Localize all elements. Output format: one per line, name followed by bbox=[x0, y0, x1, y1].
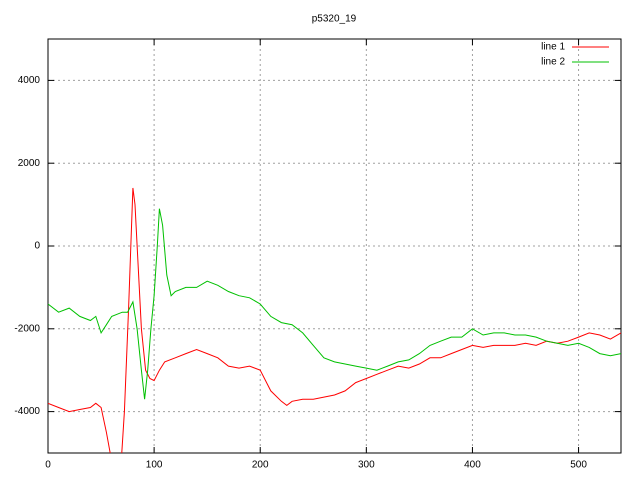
y-tick-label: -4000 bbox=[14, 406, 40, 417]
y-tick-label: 2000 bbox=[18, 158, 41, 169]
x-tick-label: 100 bbox=[146, 460, 163, 471]
plot-area bbox=[48, 187, 621, 453]
y-tick-label: 0 bbox=[34, 241, 40, 252]
x-tick-label: 300 bbox=[358, 460, 375, 471]
y-tick-label: -2000 bbox=[14, 323, 40, 334]
x-tick-label: 500 bbox=[570, 460, 587, 471]
x-tick-label: 200 bbox=[252, 460, 269, 471]
legend-label: line 2 bbox=[541, 57, 565, 68]
legend-label: line 1 bbox=[541, 42, 565, 53]
y-tick-label: 4000 bbox=[18, 75, 41, 86]
data-line bbox=[48, 208, 621, 400]
x-tick-label: 400 bbox=[464, 460, 481, 471]
plot-border bbox=[47, 38, 622, 454]
data-line bbox=[48, 187, 621, 453]
x-tick-label: 0 bbox=[45, 460, 51, 471]
chart-title: p5320_19 bbox=[312, 14, 357, 25]
